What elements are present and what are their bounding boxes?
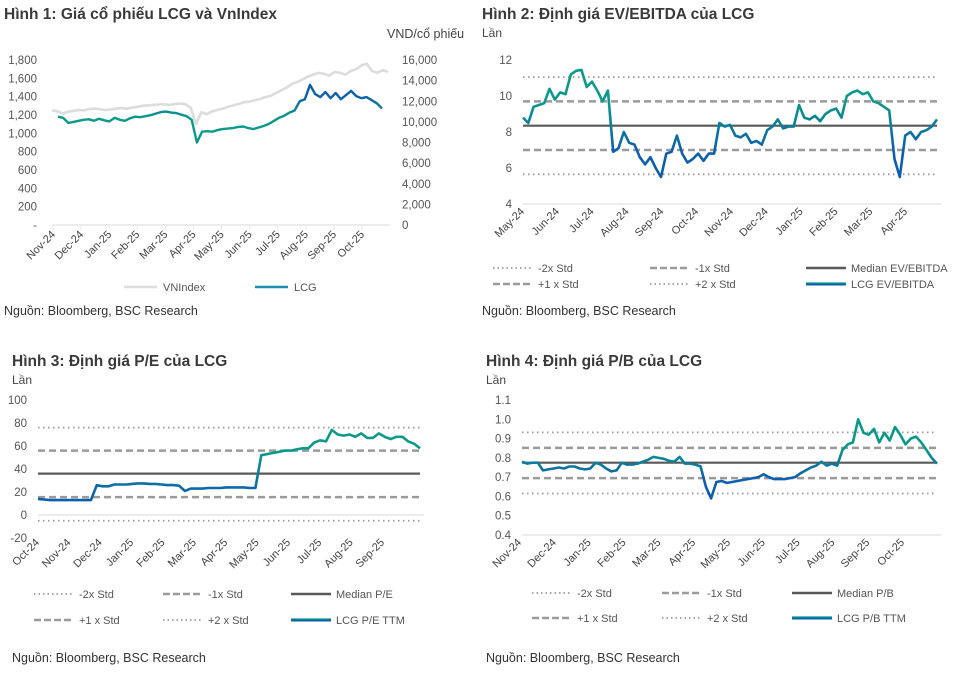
legend-plus-1-std-label: +1 x Std [79,615,120,627]
x-tick-label: Apr-25 [666,537,698,569]
figure-2-source: Nguồn: Bloomberg, BSC Research [482,304,676,318]
y-tick-label: 20 [14,487,27,499]
left-y-tick-label: - [33,220,37,232]
right-y-tick-label: 4,000 [402,179,431,191]
right-y-tick-label: 2,000 [402,199,431,211]
right-y-tick-label: 14,000 [402,76,437,88]
right-y-tick-label: 8,000 [402,138,431,150]
x-tick-label: Oct-25 [875,537,907,569]
legend-series-label: LCG P/B TTM [837,613,906,625]
legend-minus-1-std-label: -1x Std [707,588,742,600]
y-tick-label: 0.7 [495,472,511,484]
y-tick-label: 0.4 [495,530,512,542]
figure-1-right-axis-unit: VND/cổ phiếu [387,27,465,41]
legend-vnindex-label: VNIndex [163,282,206,294]
y-tick-label: 0.8 [495,453,511,465]
x-tick-label: Dec-24 [525,537,559,571]
legend-median-label: Median P/B [837,588,894,600]
x-tick-label: Jul-25 [773,537,803,567]
y-tick-label: 80 [14,418,27,430]
legend-minus-1-std-label: -1x Std [208,589,243,601]
series-line [37,428,421,502]
left-y-tick-label: 400 [18,183,37,195]
figure-4-source: Nguồn: Bloomberg, BSC Research [486,651,680,665]
legend-series-label: LCG EV/EBITDA [851,279,935,291]
y-tick-label: 60 [14,441,27,453]
y-tick-label: -20 [10,533,27,545]
y-tick-label: 0.9 [495,434,511,446]
right-y-tick-label: 12,000 [402,96,437,108]
y-tick-label: 1.0 [495,414,511,426]
y-tick-label: 0.6 [495,491,511,503]
left-y-tick-label: 600 [18,165,37,177]
series-line [521,418,938,500]
vnindex-line [51,62,389,126]
y-tick-label: 4 [506,199,513,211]
legend-minus-2-std-label: -2x Std [538,263,573,275]
legend-series-label: LCG P/E TTM [336,615,405,627]
figure-2-title: Hình 2: Định giá EV/EBITDA của LCG [482,6,755,23]
right-y-tick-label: 6,000 [402,158,431,170]
lcg-line [57,83,383,144]
y-tick-label: 10 [499,91,512,103]
right-y-tick-label: 0 [402,220,408,232]
figure-3-unit: Lần [12,373,33,387]
left-y-tick-label: 800 [18,147,37,159]
left-y-tick-label: 1,400 [8,92,37,104]
right-y-tick-label: 10,000 [402,117,437,129]
figure-2-unit: Lần [482,26,503,40]
left-y-tick-label: 200 [18,202,37,214]
legend-plus-1-std-label: +1 x Std [538,279,579,291]
x-tick-label: Mar-25 [630,537,663,570]
y-tick-label: 8 [506,127,512,139]
figure-4-title: Hình 4: Định giá P/B của LCG [486,353,703,370]
legend-plus-2-std-label: +2 x Std [208,615,249,627]
legend-plus-2-std-label: +2 x Std [695,279,736,291]
legend-median-label: Median P/E [336,589,393,601]
y-tick-label: 1.1 [495,395,511,407]
left-y-tick-label: 1,000 [8,128,37,140]
legend-plus-1-std-label: +1 x Std [577,613,618,625]
x-tick-label: Jun-25 [736,537,768,569]
figure-3-title: Hình 3: Định giá P/E của LCG [12,353,228,370]
x-tick-label: Sep-25 [839,537,873,571]
legend-minus-2-std-label: -2x Std [577,588,612,600]
x-tick-label: Jan-25 [561,537,593,569]
y-tick-label: 40 [14,464,27,476]
legend-median-label: Median EV/EBITDA [851,263,948,275]
left-y-tick-label: 1,600 [8,73,37,85]
figure-1-title: Hình 1: Giá cổ phiếu LCG và VnIndex [4,6,278,23]
figure-1-source: Nguồn: Bloomberg, BSC Research [4,304,198,318]
x-tick-label: Feb-25 [595,537,628,570]
y-tick-label: 0.5 [495,511,511,523]
left-y-tick-label: 1,800 [8,55,37,67]
left-y-tick-label: 1,200 [8,110,37,122]
y-tick-label: 100 [8,395,27,407]
figure-3-source: Nguồn: Bloomberg, BSC Research [12,651,206,665]
y-tick-label: 6 [506,163,512,175]
x-tick-label: Aug-25 [804,537,838,571]
x-tick-label: May-25 [699,537,733,571]
legend-minus-2-std-label: -2x Std [79,589,114,601]
figure-4-unit: Lần [486,373,507,387]
legend-lcg-label: LCG [294,282,317,294]
y-tick-label: 0 [21,510,27,522]
series-line [522,68,939,179]
y-tick-label: 12 [499,55,512,67]
legend-minus-1-std-label: -1x Std [695,263,730,275]
legend-plus-2-std-label: +2 x Std [707,613,748,625]
right-y-tick-label: 16,000 [402,55,437,67]
